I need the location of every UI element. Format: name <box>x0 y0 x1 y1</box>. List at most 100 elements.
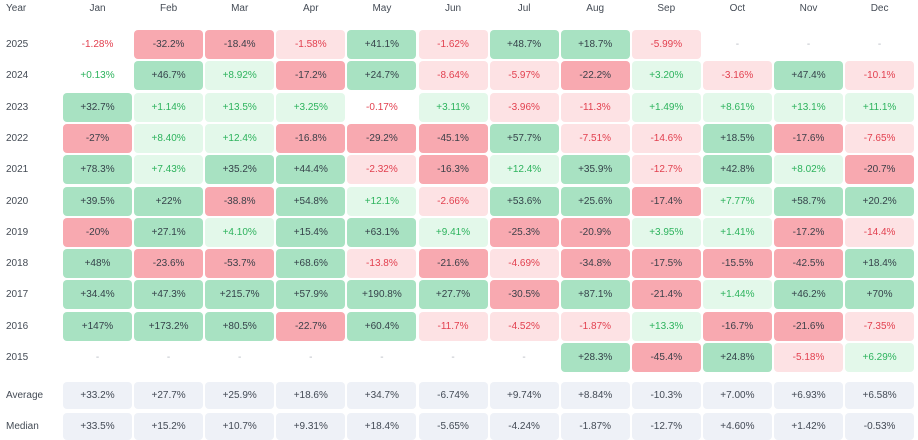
heatmap-cell: +12.4% <box>205 123 275 153</box>
heatmap-cell: -5.97% <box>489 61 559 91</box>
heatmap-cell: +8.40% <box>134 123 204 153</box>
median-cell: -4.24% <box>489 413 559 440</box>
heatmap-cell: +46.2% <box>774 280 843 310</box>
heatmap-cell: +44.4% <box>276 155 346 185</box>
heatmap-cell: - <box>735 39 740 50</box>
heatmap-cell: +47.3% <box>134 280 204 310</box>
heatmap-cell: -5.18% <box>774 343 843 372</box>
row-label-2024: 2024 <box>6 70 29 82</box>
heatmap-cell: -17.6% <box>774 123 843 153</box>
heatmap-cell: -1.87% <box>560 311 630 341</box>
heatmap-cell: +54.8% <box>276 186 346 216</box>
heatmap-cell: +27.1% <box>134 217 204 247</box>
average-cell: +6.93% <box>774 382 843 409</box>
heatmap-cell: -27% <box>63 123 132 153</box>
row-label-2022: 2022 <box>6 132 29 144</box>
heatmap-cell: +48.7% <box>489 30 559 59</box>
heatmap-cell: -15.5% <box>702 249 772 279</box>
heatmap-cell: +57.7% <box>489 123 559 153</box>
heatmap-cell: +22% <box>134 186 204 216</box>
heatmap-cell: +57.9% <box>276 280 346 310</box>
month-header-nov: Nov <box>799 3 818 14</box>
heatmap-cell: +20.2% <box>845 186 915 216</box>
heatmap-cell: -20% <box>63 217 132 247</box>
heatmap-cell: -32.2% <box>134 30 204 59</box>
heatmap-cell: - <box>877 39 882 50</box>
heatmap-cell: +8.92% <box>205 61 275 91</box>
average-cell: +7.00% <box>702 382 772 409</box>
median-cell: -1.87% <box>560 413 630 440</box>
heatmap-cell: -42.5% <box>774 249 843 279</box>
heatmap-cell: +215.7% <box>205 280 275 310</box>
heatmap-cell: -3.96% <box>489 92 559 122</box>
month-header-sep: Sep <box>657 3 676 14</box>
median-cell: +15.2% <box>134 413 204 440</box>
heatmap-cell: -53.7% <box>205 249 275 279</box>
heatmap-cell: +60.4% <box>347 311 417 341</box>
row-label-2020: 2020 <box>6 195 29 207</box>
heatmap-cell: -1.58% <box>276 30 346 59</box>
median-cell: +10.7% <box>205 413 275 440</box>
heatmap-cell: +87.1% <box>560 280 630 310</box>
month-header-jan: Jan <box>89 3 106 14</box>
median-cell: +33.5% <box>63 413 132 440</box>
heatmap-cell: -11.7% <box>418 311 488 341</box>
heatmap-cell: +15.4% <box>276 217 346 247</box>
average-cell: +9.74% <box>489 382 559 409</box>
median-cell: -12.7% <box>631 413 701 440</box>
month-header-jun: Jun <box>444 3 462 14</box>
heatmap-cell: -45.4% <box>631 343 701 372</box>
median-cell: +18.4% <box>347 413 417 440</box>
heatmap-cell: - <box>451 352 455 363</box>
heatmap-cell: +34.4% <box>63 280 132 310</box>
heatmap-cell: +1.49% <box>631 92 701 122</box>
heatmap-cell: +46.7% <box>134 61 204 91</box>
heatmap-cell: +35.2% <box>205 155 275 185</box>
heatmap-cell: - <box>806 39 811 50</box>
heatmap-cell: -13.8% <box>347 249 417 279</box>
heatmap-cell: -0.17% <box>366 101 398 113</box>
row-label-2025: 2025 <box>6 39 29 50</box>
heatmap-cell: -34.8% <box>560 249 630 279</box>
heatmap-cell: -21.6% <box>418 249 488 279</box>
heatmap-cell: +13.1% <box>774 92 843 122</box>
heatmap-cell: +25.6% <box>560 186 630 216</box>
row-label-median: Median <box>6 421 39 432</box>
heatmap-cell: -16.3% <box>418 155 488 185</box>
heatmap-cell: -17.5% <box>631 249 701 279</box>
heatmap-cell: -22.7% <box>276 311 346 341</box>
heatmap-cell: -18.4% <box>205 30 275 59</box>
row-label-2023: 2023 <box>6 101 29 113</box>
median-cell: +4.60% <box>702 413 772 440</box>
median-cell: +1.42% <box>774 413 843 440</box>
heatmap-cell: +1.44% <box>702 280 772 310</box>
heatmap-cell: -4.52% <box>489 311 559 341</box>
heatmap-cell: -22.2% <box>560 61 630 91</box>
heatmap-cell: -20.7% <box>845 155 915 185</box>
heatmap-cell: +147% <box>63 311 132 341</box>
average-cell: +6.58% <box>845 382 915 409</box>
median-cell: -5.65% <box>418 413 488 440</box>
heatmap-cell: -1.28% <box>81 39 114 50</box>
month-header-oct: Oct <box>729 3 746 14</box>
heatmap-cell: +27.7% <box>418 280 488 310</box>
heatmap-cell: +0.13% <box>80 70 115 82</box>
month-header-dec: Dec <box>870 3 889 14</box>
heatmap-cell: -14.6% <box>631 123 701 153</box>
average-cell: +33.2% <box>63 382 132 409</box>
month-header-jul: Jul <box>517 3 531 14</box>
heatmap-cell: +3.20% <box>631 61 701 91</box>
row-label-2017: 2017 <box>6 289 29 301</box>
heatmap-cell: -21.4% <box>631 280 701 310</box>
average-cell: +25.9% <box>205 382 275 409</box>
heatmap-cell: +58.7% <box>774 186 843 216</box>
heatmap-cell: +39.5% <box>63 186 132 216</box>
average-cell: +8.84% <box>560 382 630 409</box>
heatmap-cell: -7.65% <box>845 123 915 153</box>
month-header-aug: Aug <box>586 3 605 14</box>
heatmap-cell: -14.4% <box>845 217 915 247</box>
heatmap-cell: +41.1% <box>347 30 417 59</box>
heatmap-cell: -21.6% <box>774 311 843 341</box>
heatmap-cell: +18.4% <box>845 249 915 279</box>
heatmap-cell: +13.3% <box>631 311 701 341</box>
